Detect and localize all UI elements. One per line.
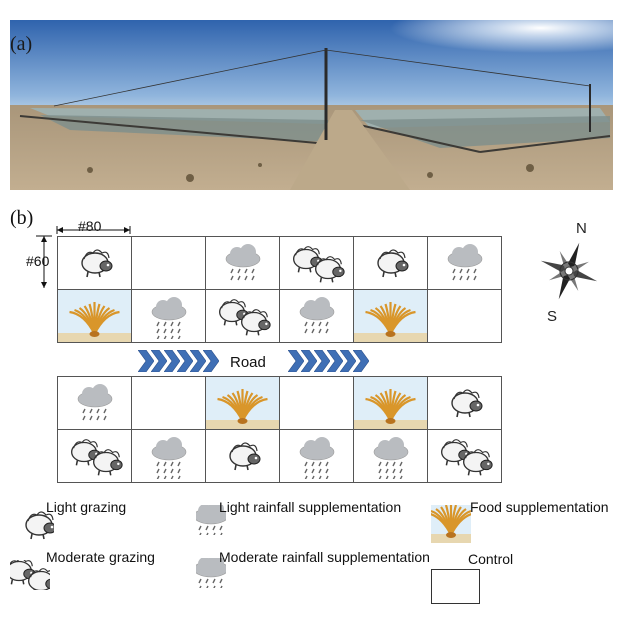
light-grazing-icon (450, 389, 482, 418)
control-legend-box (431, 569, 480, 604)
food-icon (58, 290, 131, 342)
moderate-rainfall-plot (279, 429, 354, 483)
moderate-rainfall-plot (353, 429, 428, 483)
legend-food: Food supplementation (470, 499, 609, 515)
moderate-grazing-icon (70, 439, 123, 476)
road-chevron-icon (340, 350, 356, 372)
moderate-grazing-plot (57, 429, 132, 483)
moderate-grazing-legend-icon (10, 560, 50, 590)
light-rainfall-icon (225, 244, 260, 281)
compass-south-label: S (547, 308, 558, 325)
road-chevron-icon (177, 350, 193, 372)
moderate-rainfall-plot (131, 289, 206, 343)
road-chevron-icon (138, 350, 154, 372)
legend-control: Control (468, 551, 514, 567)
light-rainfall-icon (299, 297, 334, 334)
panel-a-label: (a) (10, 33, 33, 55)
plot-row (57, 376, 502, 430)
plot-grid-north (57, 236, 502, 343)
light-grazing-plot (205, 429, 280, 483)
field-site-photo (10, 20, 613, 190)
road-chevron-icon (327, 350, 343, 372)
moderate-rainfall-legend-icon (196, 558, 226, 588)
light-rainfall-icon (77, 384, 112, 421)
compass-rose-icon (540, 242, 598, 300)
panel-b-label: (b) (10, 207, 34, 229)
light-grazing-icon (228, 442, 260, 471)
road-chevron-icon (151, 350, 167, 372)
control-plot (279, 376, 354, 430)
moderate-grazing-icon (292, 246, 345, 283)
food-icon (354, 290, 427, 342)
legend-light-rainfall: Light rainfall supplementation (219, 499, 402, 515)
light-grazing-plot (57, 236, 132, 290)
plot-row (57, 429, 502, 483)
light-rainfall-legend-icon (196, 505, 226, 535)
food-icon (206, 377, 279, 429)
light-rainfall-plot (57, 376, 132, 430)
light-rainfall-plot (279, 289, 354, 343)
road-chevron-icon (314, 350, 330, 372)
light-grazing-legend-icon (24, 510, 54, 540)
plot-height-label: #60 (26, 253, 50, 269)
moderate-grazing-plot (205, 289, 280, 343)
moderate-grazing-icon (440, 439, 493, 476)
road-chevron-icon (353, 350, 369, 372)
food-plot (353, 289, 428, 343)
compass-north-label: N (576, 220, 587, 237)
road-chevron-icon (203, 350, 219, 372)
plot-grid-south (57, 376, 502, 483)
plot-width-label: #80 (78, 218, 102, 234)
control-plot (131, 236, 206, 290)
food-plot (353, 376, 428, 430)
road-arrows (138, 350, 369, 372)
moderate-grazing-plot (279, 236, 354, 290)
light-rainfall-icon (447, 244, 482, 281)
legend-moderate-rainfall: Moderate rainfall supplementation (219, 549, 430, 565)
road-label: Road (230, 354, 266, 371)
moderate-rainfall-icon (151, 437, 186, 479)
light-grazing-icon (80, 249, 112, 278)
light-rainfall-plot (427, 236, 502, 290)
food-plot (205, 376, 280, 430)
road-chevron-icon (190, 350, 206, 372)
road-chevron-icon (164, 350, 180, 372)
light-grazing-plot (427, 376, 502, 430)
legend-light-grazing: Light grazing (46, 499, 127, 515)
moderate-rainfall-icon (373, 437, 408, 479)
food-icon (354, 377, 427, 429)
moderate-rainfall-icon (299, 437, 334, 479)
food-plot (57, 289, 132, 343)
light-grazing-plot (353, 236, 428, 290)
light-rainfall-plot (205, 236, 280, 290)
food-legend-icon (431, 505, 471, 543)
light-grazing-icon (376, 249, 408, 278)
legend-moderate-grazing: Moderate grazing (46, 549, 155, 565)
control-plot (427, 289, 502, 343)
moderate-grazing-plot (427, 429, 502, 483)
road-chevron-icon (301, 350, 317, 372)
road-chevron-icon (288, 350, 304, 372)
plot-row (57, 289, 502, 343)
control-plot (131, 376, 206, 430)
moderate-rainfall-icon (151, 297, 186, 339)
moderate-grazing-icon (218, 299, 271, 336)
dimension-arrows (36, 226, 131, 288)
plot-row (57, 236, 502, 290)
moderate-rainfall-plot (131, 429, 206, 483)
